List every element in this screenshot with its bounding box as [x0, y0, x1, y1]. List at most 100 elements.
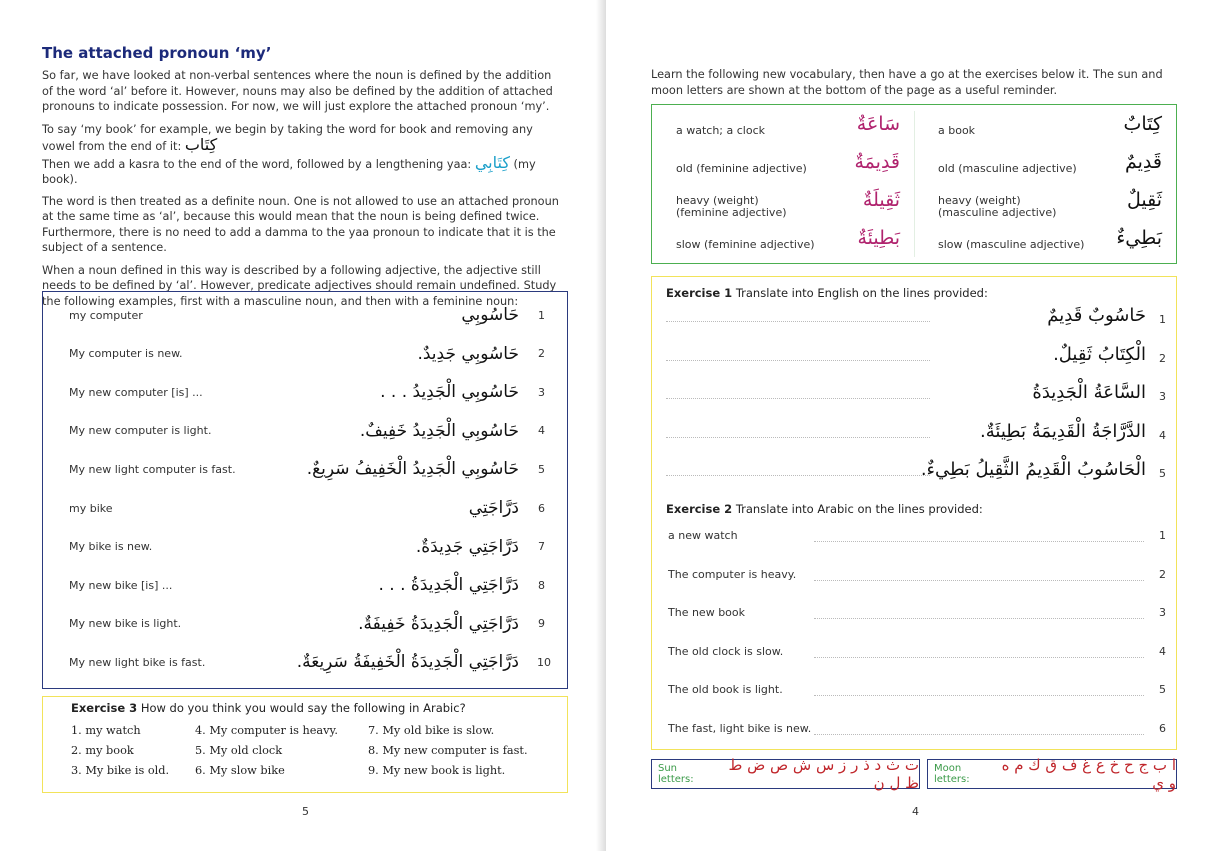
example-number: 5 [538, 462, 545, 476]
vocab-english: slow (feminine adjective) [676, 238, 815, 251]
item-number: 2 [1159, 567, 1166, 581]
exercise3-box: Exercise 3 How do you think you would sa… [42, 696, 568, 793]
arabic-phrase: حَاسُوبِي [461, 305, 519, 325]
english-sentence: The old clock is slow. [668, 644, 784, 658]
english-phrase: My bike is new. [69, 540, 153, 554]
vocab-english: old (masculine adjective) [938, 162, 1077, 175]
arabic-sentence: السَّاعَةُ الْجَدِيدَةُ [1032, 382, 1146, 403]
arabic-sentence: الْكِتَابُ ثَقِيلٌ. [1053, 343, 1146, 365]
exercise3-item: 2. my book [71, 744, 134, 757]
arabic-phrase: حَاسُوبِي الْجَدِيدُ . . . [380, 382, 519, 403]
example-row: My new computer is light. حَاسُوبِي الْجَ… [43, 412, 567, 450]
right-page: Learn the following new vocabulary, then… [606, 0, 1214, 851]
paragraph: When a noun defined in this way is descr… [42, 263, 557, 308]
answer-line [666, 436, 930, 438]
english-phrase: My new computer is light. [69, 424, 212, 438]
example-row: My new light bike is fast. دَرَّاجَتِي ال… [43, 643, 567, 681]
item-number: 5 [1159, 683, 1166, 697]
arabic-phrase: دَرَّاجَتِي الْجَدِيدَةُ خَفِيفَةٌ. [358, 613, 519, 634]
example-number: 9 [538, 617, 545, 631]
sun-letters-box: Sun letters: ت ث د ذ ر ز س ش ص ض ط ظ ل ن [651, 756, 920, 792]
item-number: 6 [1159, 722, 1166, 735]
vocab-english: old (feminine adjective) [676, 162, 807, 175]
example-number: 3 [538, 385, 545, 399]
example-row: My new bike is light. دَرَّاجَتِي الْجَدِ… [43, 605, 567, 643]
example-number: 7 [538, 540, 545, 554]
exercise-label: Exercise 3 [71, 701, 138, 715]
arabic-phrase: حَاسُوبِي الْجَدِيدُ الْخَفِيفُ سَرِيعٌ. [306, 459, 519, 480]
arabic-word: كِتَاب [184, 135, 218, 154]
answer-line [814, 734, 1144, 735]
item-number: 1 [1159, 529, 1166, 542]
item-number: 3 [1159, 606, 1166, 620]
arabic-phrase: دَرَّاجَتِي [468, 498, 519, 518]
english-phrase: my bike [69, 501, 113, 515]
example-row: my computer حَاسُوبِي 1 [43, 296, 567, 334]
answer-line [814, 656, 1144, 658]
english-phrase: My new bike [is] ... [69, 578, 173, 592]
item-number: 3 [1159, 390, 1166, 403]
answer-line [814, 579, 1144, 581]
item-number: 4 [1159, 644, 1166, 658]
vocab-arabic: بَطِيئَةٌ [857, 227, 900, 249]
english-phrase: My new light bike is fast. [69, 655, 206, 669]
answer-line [814, 618, 1144, 620]
intro-text: Learn the following new vocabulary, then… [651, 68, 1163, 97]
item-number: 5 [1159, 467, 1166, 480]
exercises-box: Exercise 1 Translate into English on the… [651, 276, 1177, 750]
english-sentence: a new watch [668, 529, 738, 542]
paragraph: So far, we have looked at non-verbal sen… [42, 69, 553, 113]
example-number: 4 [538, 424, 545, 438]
exercise-instruction: Translate into English on the lines prov… [735, 286, 988, 300]
paragraph: Then we add a kasra to the end of the wo… [42, 157, 472, 171]
exercise3-item: 5. My old clock [195, 744, 283, 757]
exercise3-item: 3. My bike is old. [71, 764, 170, 777]
example-row: My bike is new. دَرَّاجَتِي جَدِيدَةٌ. 7 [43, 528, 567, 566]
example-number: 8 [538, 578, 545, 592]
moon-letters: ا ب ج ح خ ع غ ف ق ك م ه و ي [1001, 756, 1176, 792]
paragraph: The word is then treated as a definite n… [42, 194, 559, 255]
page-title: The attached pronoun ‘my’ [42, 44, 272, 62]
exercise3-item: 6. My slow bike [195, 764, 285, 777]
vocab-arabic: قَدِيمٌ [1125, 151, 1162, 173]
exercise-label: Exercise 1 [666, 286, 733, 300]
example-row: My new light computer is fast. حَاسُوبِي … [43, 450, 567, 488]
english-phrase: my computer [69, 308, 143, 322]
page-number: 4 [912, 805, 919, 818]
vocab-english: heavy (weight) (feminine adjective) [676, 194, 787, 219]
exercise-instruction: Translate into Arabic on the lines provi… [735, 502, 983, 516]
arabic-phrase: دَرَّاجَتِي جَدِيدَةٌ. [415, 536, 519, 557]
examples-box: my computer حَاسُوبِي 1 My computer is new.… [42, 291, 568, 689]
english-phrase: My new bike is light. [69, 617, 182, 631]
vocabulary-box: a watch; a clock سَاعَةٌ a book كِتَابٌ old … [651, 104, 1177, 264]
vocab-arabic: سَاعَةٌ [856, 113, 900, 135]
answer-line [666, 359, 930, 361]
gloss: (my book). [42, 157, 536, 187]
exercise-instruction: How do you think you would say the follo… [140, 701, 466, 715]
exercise3-item: 9. My new book is light. [368, 764, 506, 777]
example-number: 10 [537, 655, 551, 669]
paragraph: To say ‘my book’ for example, we begin b… [42, 122, 533, 154]
answer-line [814, 541, 1144, 542]
item-number: 2 [1159, 351, 1166, 365]
intro-text: So far, we have looked at non-verbal sen… [42, 68, 562, 309]
item-number: 1 [1159, 313, 1166, 326]
item-number: 4 [1159, 428, 1166, 442]
page-number: 5 [302, 805, 309, 818]
left-page: The attached pronoun ‘my’ So far, we hav… [0, 0, 604, 851]
exercise-label: Exercise 2 [666, 502, 733, 516]
english-sentence: The fast, light bike is new. [668, 722, 812, 735]
sun-letters-label: Sun letters: [658, 763, 694, 785]
arabic-phrase: حَاسُوبِي الْجَدِيدُ خَفِيفٌ. [359, 420, 519, 441]
english-sentence: The new book [668, 606, 745, 620]
moon-letters-box: Moon letters: ا ب ج ح خ ع غ ف ق ك م ه و … [927, 756, 1177, 792]
english-sentence: The computer is heavy. [668, 567, 797, 581]
example-number: 2 [538, 347, 545, 361]
exercise3-item: 4. My computer is heavy. [195, 724, 339, 737]
answer-line [666, 475, 930, 476]
vocab-arabic: بَطِيءٌ [1116, 227, 1162, 249]
moon-letters-label: Moon letters: [934, 763, 970, 785]
english-phrase: My computer is new. [69, 347, 183, 361]
example-number: 6 [538, 501, 545, 515]
vocab-english: slow (masculine adjective) [938, 238, 1085, 251]
